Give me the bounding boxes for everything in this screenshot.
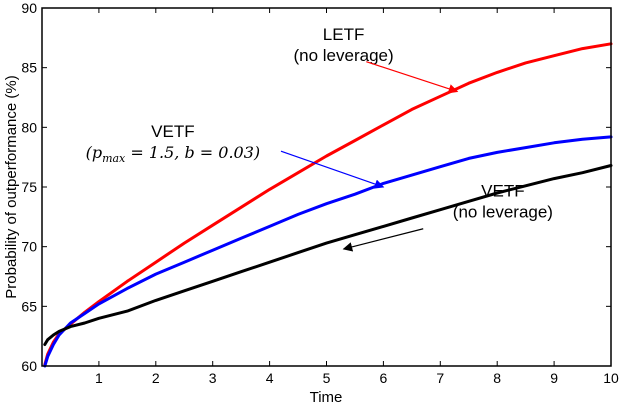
- x-tick-label: 9: [550, 370, 558, 386]
- annotation-letf-arrow: [366, 61, 459, 94]
- y-tick-label: 80: [21, 119, 37, 135]
- annotation-letf-line-2: (no leverage): [293, 46, 393, 65]
- x-tick-label: 2: [152, 370, 160, 386]
- y-tick-label: 90: [21, 0, 37, 16]
- x-axis-title: Time: [310, 389, 343, 406]
- series-line-vetf-p-max-1-5-b-0-03: [43, 135, 613, 368]
- x-tick-label: 4: [266, 370, 274, 386]
- y-tick-label: 65: [21, 298, 37, 314]
- y-tick-label: 70: [21, 239, 37, 255]
- y-axis-title: Probability of outperformance (%): [3, 75, 20, 298]
- annotation-letf: LETF (no leverage): [293, 25, 459, 94]
- annotation-vetf-pmax-line-1: VETF: [151, 122, 194, 141]
- x-tick-label: 6: [380, 370, 388, 386]
- annotation-vetf-no-leverage-arrow: [342, 228, 424, 252]
- y-tick-label: 85: [21, 60, 37, 76]
- annotation-vetf-no-leverage-line-1: VETF: [481, 182, 524, 201]
- x-tick-label: 1: [95, 370, 103, 386]
- ticks: 1 2 3 4 5 6 7 8 9 10 60 65 70 75 80 85 90: [21, 0, 619, 386]
- annotation-vetf-no-leverage-line-2: (no leverage): [453, 203, 553, 222]
- annotation-vetf-no-leverage: VETF (no leverage): [342, 182, 553, 252]
- y-tick-label: 75: [21, 179, 37, 195]
- x-tick-label: 3: [209, 370, 217, 386]
- annotation-vetf-pmax-line-2: (pmax = 1.5, b = 0.03): [86, 143, 261, 165]
- series-layer: [43, 42, 613, 368]
- y-tick-label: 60: [21, 358, 37, 374]
- annotation-vetf-pmax: VETF (pmax = 1.5, b = 0.03): [86, 122, 385, 189]
- annotation-vetf-pmax-arrow: [280, 150, 385, 189]
- series-line-vetf-no-leverage: [43, 164, 613, 346]
- annotations: LETF (no leverage) VETF (pmax = 1.5, b = 0.…: [86, 25, 553, 252]
- x-tick-label: 5: [323, 370, 331, 386]
- x-tick-label: 10: [603, 370, 619, 386]
- x-tick-label: 7: [436, 370, 444, 386]
- annotation-letf-line-1: LETF: [323, 25, 365, 44]
- x-tick-label: 8: [493, 370, 501, 386]
